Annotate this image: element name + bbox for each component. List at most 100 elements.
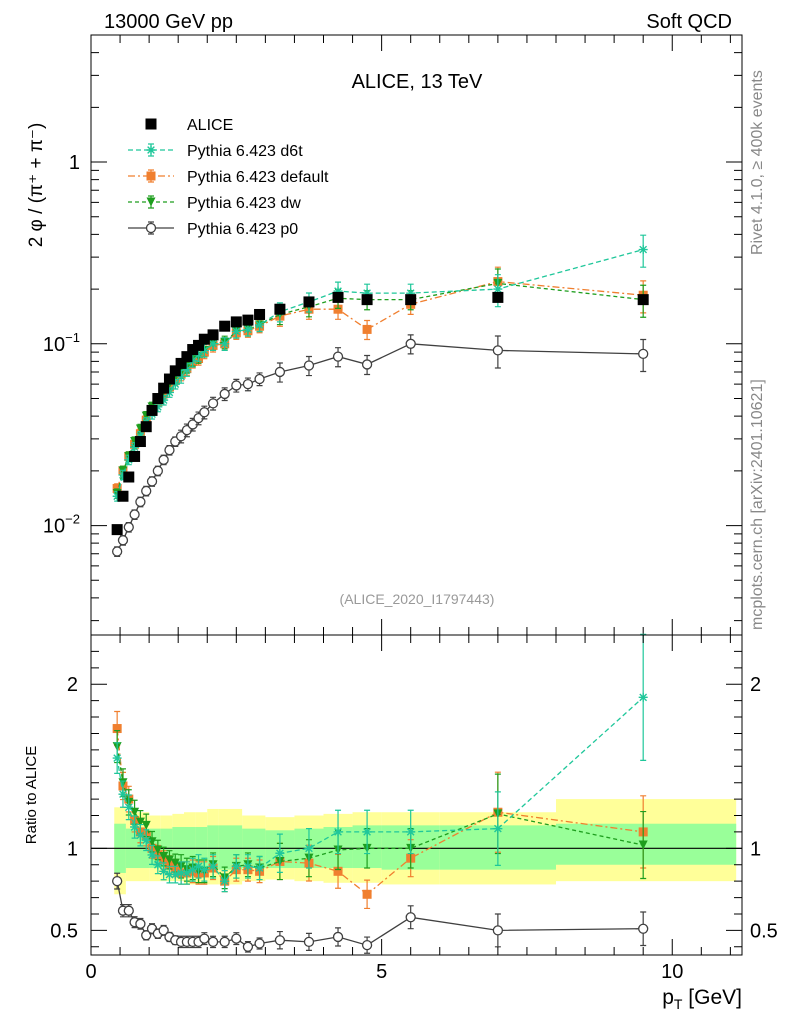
ratio-point-d6t xyxy=(170,870,180,880)
ratio-point-d6t xyxy=(118,789,128,799)
point-alice xyxy=(152,393,164,405)
ratio-y-axis-label: Ratio to ALICE xyxy=(23,746,40,844)
ratio-line-p0 xyxy=(116,881,644,948)
ratio-point-d6t xyxy=(333,827,343,837)
series-default xyxy=(112,266,648,494)
ratio-point-d6t xyxy=(141,835,151,845)
ratio-point-d6t xyxy=(231,861,241,871)
ratio-point-default xyxy=(333,866,343,876)
point-d6t xyxy=(243,324,253,334)
point-d6t xyxy=(164,387,174,397)
point-alice xyxy=(175,357,187,369)
ratio-point-d6t xyxy=(493,824,503,834)
point-d6t xyxy=(153,402,163,412)
ratio-point-d6t xyxy=(208,861,218,871)
ratio-point-d6t xyxy=(199,865,209,875)
point-d6t xyxy=(231,326,241,336)
point-d6t xyxy=(112,491,122,501)
point-p0 xyxy=(152,465,163,477)
point-d6t xyxy=(255,320,265,330)
point-default xyxy=(333,304,343,314)
point-d6t xyxy=(333,286,343,296)
point-alice xyxy=(361,294,373,306)
point-d6t xyxy=(493,284,503,294)
ratio-point-d6t xyxy=(130,822,140,832)
point-p0 xyxy=(274,366,286,378)
point-alice xyxy=(254,308,266,320)
header-category: Soft QCD xyxy=(646,11,732,33)
band-inner xyxy=(172,827,184,869)
ratio-y-tick-label-left: 2 xyxy=(67,674,78,696)
legend-label-p0: Pythia 6.423 p0 xyxy=(187,221,298,238)
ratio-point-dw xyxy=(159,852,169,862)
point-alice xyxy=(123,471,135,483)
ratio-point-p0 xyxy=(135,918,146,929)
ratio-frame xyxy=(90,634,743,956)
ratio-point-p0 xyxy=(361,940,373,951)
point-d6t xyxy=(199,345,209,355)
ratio-point-dw xyxy=(638,840,648,850)
ratio-point-d6t xyxy=(159,866,169,876)
ratio-point-p0 xyxy=(405,912,416,923)
line-dw xyxy=(116,282,644,494)
ratio-point-p0 xyxy=(158,925,169,936)
ratio-point-default xyxy=(112,724,122,734)
point-p0 xyxy=(199,407,210,418)
mcplots-label: mcplots.cern.ch [arXiv:2401.10621] xyxy=(749,379,766,630)
header-process: 13000 GeV pp xyxy=(104,11,233,33)
ratio-point-d6t xyxy=(188,865,198,875)
ratio-point-p0 xyxy=(242,941,254,952)
point-alice xyxy=(158,382,170,394)
band-inner xyxy=(218,825,231,870)
ratio-point-p0 xyxy=(231,933,242,944)
ratio-point-d6t xyxy=(220,876,230,886)
point-d6t xyxy=(208,339,218,349)
point-alice xyxy=(134,436,146,448)
ratio-point-p0 xyxy=(638,923,649,934)
point-p0 xyxy=(254,373,265,385)
ratio-point-d6t xyxy=(112,753,122,763)
ratio-point-d6t xyxy=(275,848,285,858)
ratio-series-d6t xyxy=(112,633,648,893)
point-d6t xyxy=(188,355,198,365)
ratio-point-d6t xyxy=(255,863,265,873)
point-p0 xyxy=(146,476,158,487)
ratio-point-d6t xyxy=(638,692,648,702)
point-alice xyxy=(219,320,231,332)
rivet-label: Rivet 4.1.0, ≥ 400k events xyxy=(749,70,766,255)
series-dw xyxy=(112,268,648,500)
point-p0 xyxy=(242,378,254,390)
point-alice xyxy=(637,294,649,306)
point-p0 xyxy=(117,535,129,546)
legend-label-default: Pythia 6.423 default xyxy=(187,169,329,186)
main-y-tick-label: 10−1 xyxy=(43,330,80,356)
ratio-point-p0 xyxy=(199,933,210,944)
ratio-series-p0 xyxy=(112,872,649,954)
ratio-point-p0 xyxy=(141,930,152,941)
ratio-point-d6t xyxy=(135,830,145,840)
ratio-point-dw xyxy=(164,855,174,865)
ratio-point-p0 xyxy=(207,936,219,948)
point-alice xyxy=(242,314,254,326)
main-title: ALICE, 13 TeV xyxy=(352,71,483,93)
legend-marker-default xyxy=(146,171,156,181)
ratio-point-p0 xyxy=(123,905,134,916)
series-p0 xyxy=(112,334,649,557)
point-d6t xyxy=(638,245,648,255)
ratio-tick-marks xyxy=(90,635,742,955)
legend-marker-p0 xyxy=(145,222,157,234)
point-alice xyxy=(146,404,158,416)
legend-item-p0: Pythia 6.423 p0 xyxy=(128,221,298,238)
ratio-point-d6t xyxy=(362,827,372,837)
point-alice xyxy=(405,294,417,306)
legend-item-default: Pythia 6.423 default xyxy=(128,169,329,186)
ratio-point-dw xyxy=(170,858,180,868)
point-p0 xyxy=(112,546,123,557)
ratio-point-d6t xyxy=(243,861,253,871)
ratio-point-p0 xyxy=(254,938,265,949)
point-p0 xyxy=(207,398,219,409)
point-d6t xyxy=(182,365,192,375)
x-tick-label: 5 xyxy=(376,961,387,983)
point-default xyxy=(362,324,372,334)
